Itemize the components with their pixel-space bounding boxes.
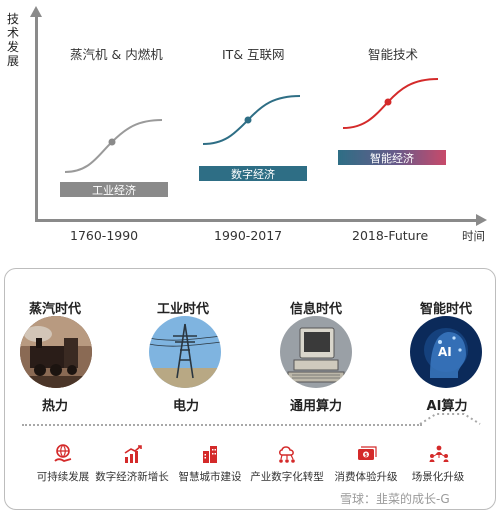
money-card-icon: $ (355, 443, 379, 465)
period-internet: 1990-2017 (214, 228, 283, 243)
power-label-information: 通用算力 (289, 399, 342, 414)
y-axis (35, 14, 38, 222)
feature-label-smart-city: 智慧城市建设 (178, 471, 242, 483)
rising-dotted-line (419, 413, 481, 425)
age-name-steam: 蒸汽时代 (28, 302, 81, 317)
computer-image (280, 316, 352, 388)
x-axis-arrow (476, 214, 487, 226)
network-cloud-icon (275, 443, 299, 465)
power-tower-image (149, 316, 221, 388)
y-axis-label: 技术发展 (7, 12, 20, 68)
era-title-intelligent: 智能技术 (368, 47, 419, 62)
svg-text:$: $ (364, 453, 368, 459)
feature-label-sustainable: 可持续发展 (36, 471, 90, 483)
feature-label-scenario-upgrade: 场景化升级 (411, 471, 465, 483)
economy-label-intelligent: 智能经济 (370, 151, 414, 165)
feature-label-digital-growth: 数字经济新增长 (95, 471, 169, 483)
curve-digital-dot (244, 116, 252, 124)
age-name-information: 信息时代 (289, 302, 342, 317)
curve-industrial (64, 119, 163, 173)
ages-panel (4, 268, 496, 510)
era-title-internet: IT& 互联网 (222, 47, 285, 62)
economy-label-digital: 数字经济 (231, 167, 275, 181)
economy-bar-intelligent: 智能经济 (338, 150, 446, 165)
steam-locomotive-image (20, 316, 92, 388)
curve-industrial-dot (108, 138, 116, 146)
economy-bar-industrial: 工业经济 (60, 182, 168, 197)
x-axis (35, 219, 478, 222)
era-title-steam: 蒸汽机 & 内燃机 (70, 47, 163, 62)
feature-label-consumer-upgrade: 消费体验升级 (334, 471, 398, 483)
economy-label-industrial: 工业经济 (92, 183, 136, 197)
curve-intelligent-dot (384, 98, 392, 106)
city-building-icon (199, 443, 223, 465)
feature-label-industry-digital: 产业数字化转型 (250, 471, 324, 483)
svg-text:AI: AI (438, 345, 452, 359)
economy-bar-digital: 数字经济 (199, 166, 307, 181)
period-intelligent: 2018-Future (352, 228, 429, 243)
power-label-steam: 热力 (41, 399, 68, 414)
people-network-icon (427, 443, 451, 465)
power-label-intelligent: AI算力 (426, 399, 468, 414)
dotted-divider (22, 424, 422, 426)
growth-curves (64, 78, 439, 173)
ai-head-image: AI (410, 316, 482, 388)
age-name-intelligent: 智能时代 (419, 302, 472, 317)
x-axis-label: 时间 (462, 229, 485, 243)
chart-growth-icon (121, 443, 145, 465)
y-axis-arrow (30, 6, 42, 17)
period-steam: 1760-1990 (70, 228, 139, 243)
globe-hand-icon (51, 443, 75, 465)
power-label-industrial: 电力 (172, 399, 199, 414)
age-name-industrial: 工业时代 (156, 302, 209, 317)
watermark: 雪球：韭菜的成长-G (340, 492, 450, 506)
